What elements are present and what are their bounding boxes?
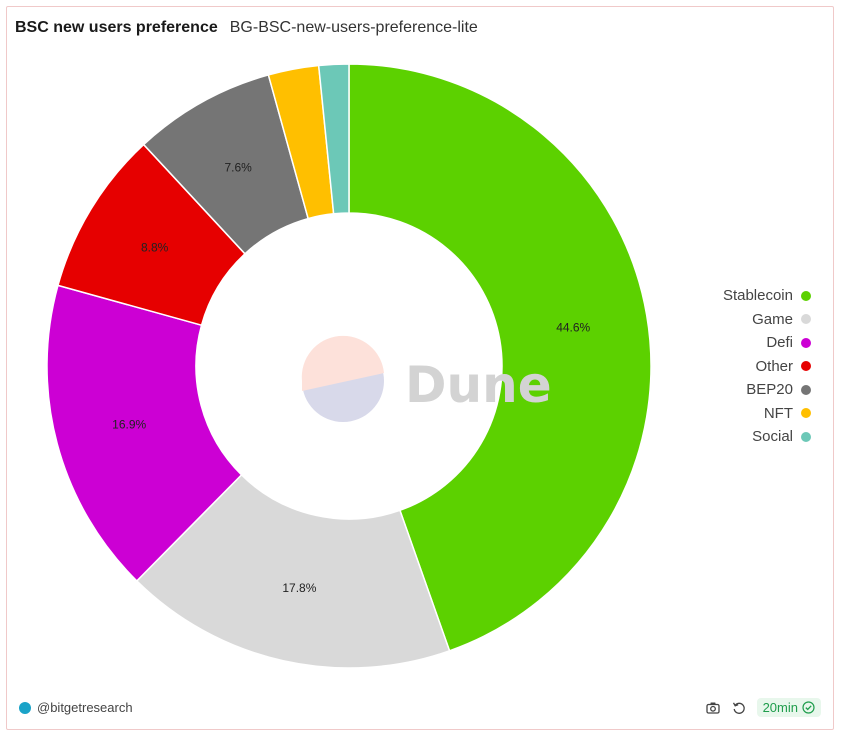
legend-label: Other	[755, 357, 793, 375]
refresh-interval: 20min	[762, 700, 798, 715]
legend-label: Stablecoin	[722, 287, 793, 305]
legend-label: Game	[752, 310, 793, 328]
slice-social[interactable]	[317, 63, 350, 215]
chart-title: BSC new users preference	[15, 19, 218, 36]
legend-label: NFT	[763, 404, 793, 422]
legend-item-defi[interactable]: Defi	[766, 334, 811, 352]
slice-defi[interactable]	[46, 284, 243, 582]
legend-item-bep20[interactable]: BEP20	[746, 381, 811, 399]
avatar	[19, 701, 31, 714]
legend: Stablecoin Game Defi Other BEP20 NFT Social	[723, 287, 811, 446]
legend-swatch	[801, 384, 811, 395]
legend-item-game[interactable]: Game	[752, 311, 811, 329]
query-name[interactable]: BG-BSC-new-users-preference-lite	[229, 19, 478, 36]
data-label-stablecoin: 44.6%	[556, 321, 590, 335]
author-name: @bitgetresearch	[37, 700, 133, 715]
watermark-text: Dune	[405, 356, 552, 414]
legend-item-stablecoin[interactable]: Stablecoin	[723, 287, 811, 305]
check-circle-icon	[802, 701, 815, 714]
refresh-interval-badge[interactable]: 20min	[756, 698, 821, 717]
author-link[interactable]: @bitgetresearch	[19, 700, 133, 715]
chart-header: BSC new users preference BG-BSC-new-user…	[15, 19, 478, 37]
legend-swatch	[801, 361, 811, 372]
legend-label: Social	[752, 428, 793, 446]
donut-chart: Dune 44.6% 17.8% 16.9% 8.8% 7.6%	[46, 63, 652, 669]
legend-swatch	[801, 337, 811, 348]
data-label-bep20: 7.6%	[224, 160, 252, 174]
refresh-icon[interactable]	[731, 700, 747, 716]
legend-item-social[interactable]: Social	[752, 428, 811, 446]
slices	[46, 63, 652, 669]
legend-label: BEP20	[746, 381, 793, 399]
chart-card: BSC new users preference BG-BSC-new-user…	[6, 6, 834, 730]
legend-item-other[interactable]: Other	[755, 358, 811, 376]
data-label-defi: 16.9%	[112, 418, 146, 432]
slice-game[interactable]	[135, 473, 451, 669]
legend-item-nft[interactable]: NFT	[764, 405, 811, 423]
legend-swatch	[801, 290, 811, 301]
legend-label: Defi	[766, 334, 793, 352]
legend-swatch	[801, 408, 811, 419]
slice-stablecoin[interactable]	[348, 63, 652, 652]
legend-swatch	[801, 431, 811, 442]
dune-watermark: Dune	[301, 335, 552, 422]
dune-logo-top-icon	[301, 335, 384, 391]
data-label-game: 17.8%	[282, 581, 316, 595]
slice-labels: 44.6% 17.8% 16.9% 8.8% 7.6%	[112, 160, 590, 595]
legend-swatch	[801, 314, 811, 325]
camera-icon[interactable]	[705, 700, 721, 716]
data-label-other: 8.8%	[141, 241, 169, 255]
footer-actions: 20min	[705, 698, 821, 717]
